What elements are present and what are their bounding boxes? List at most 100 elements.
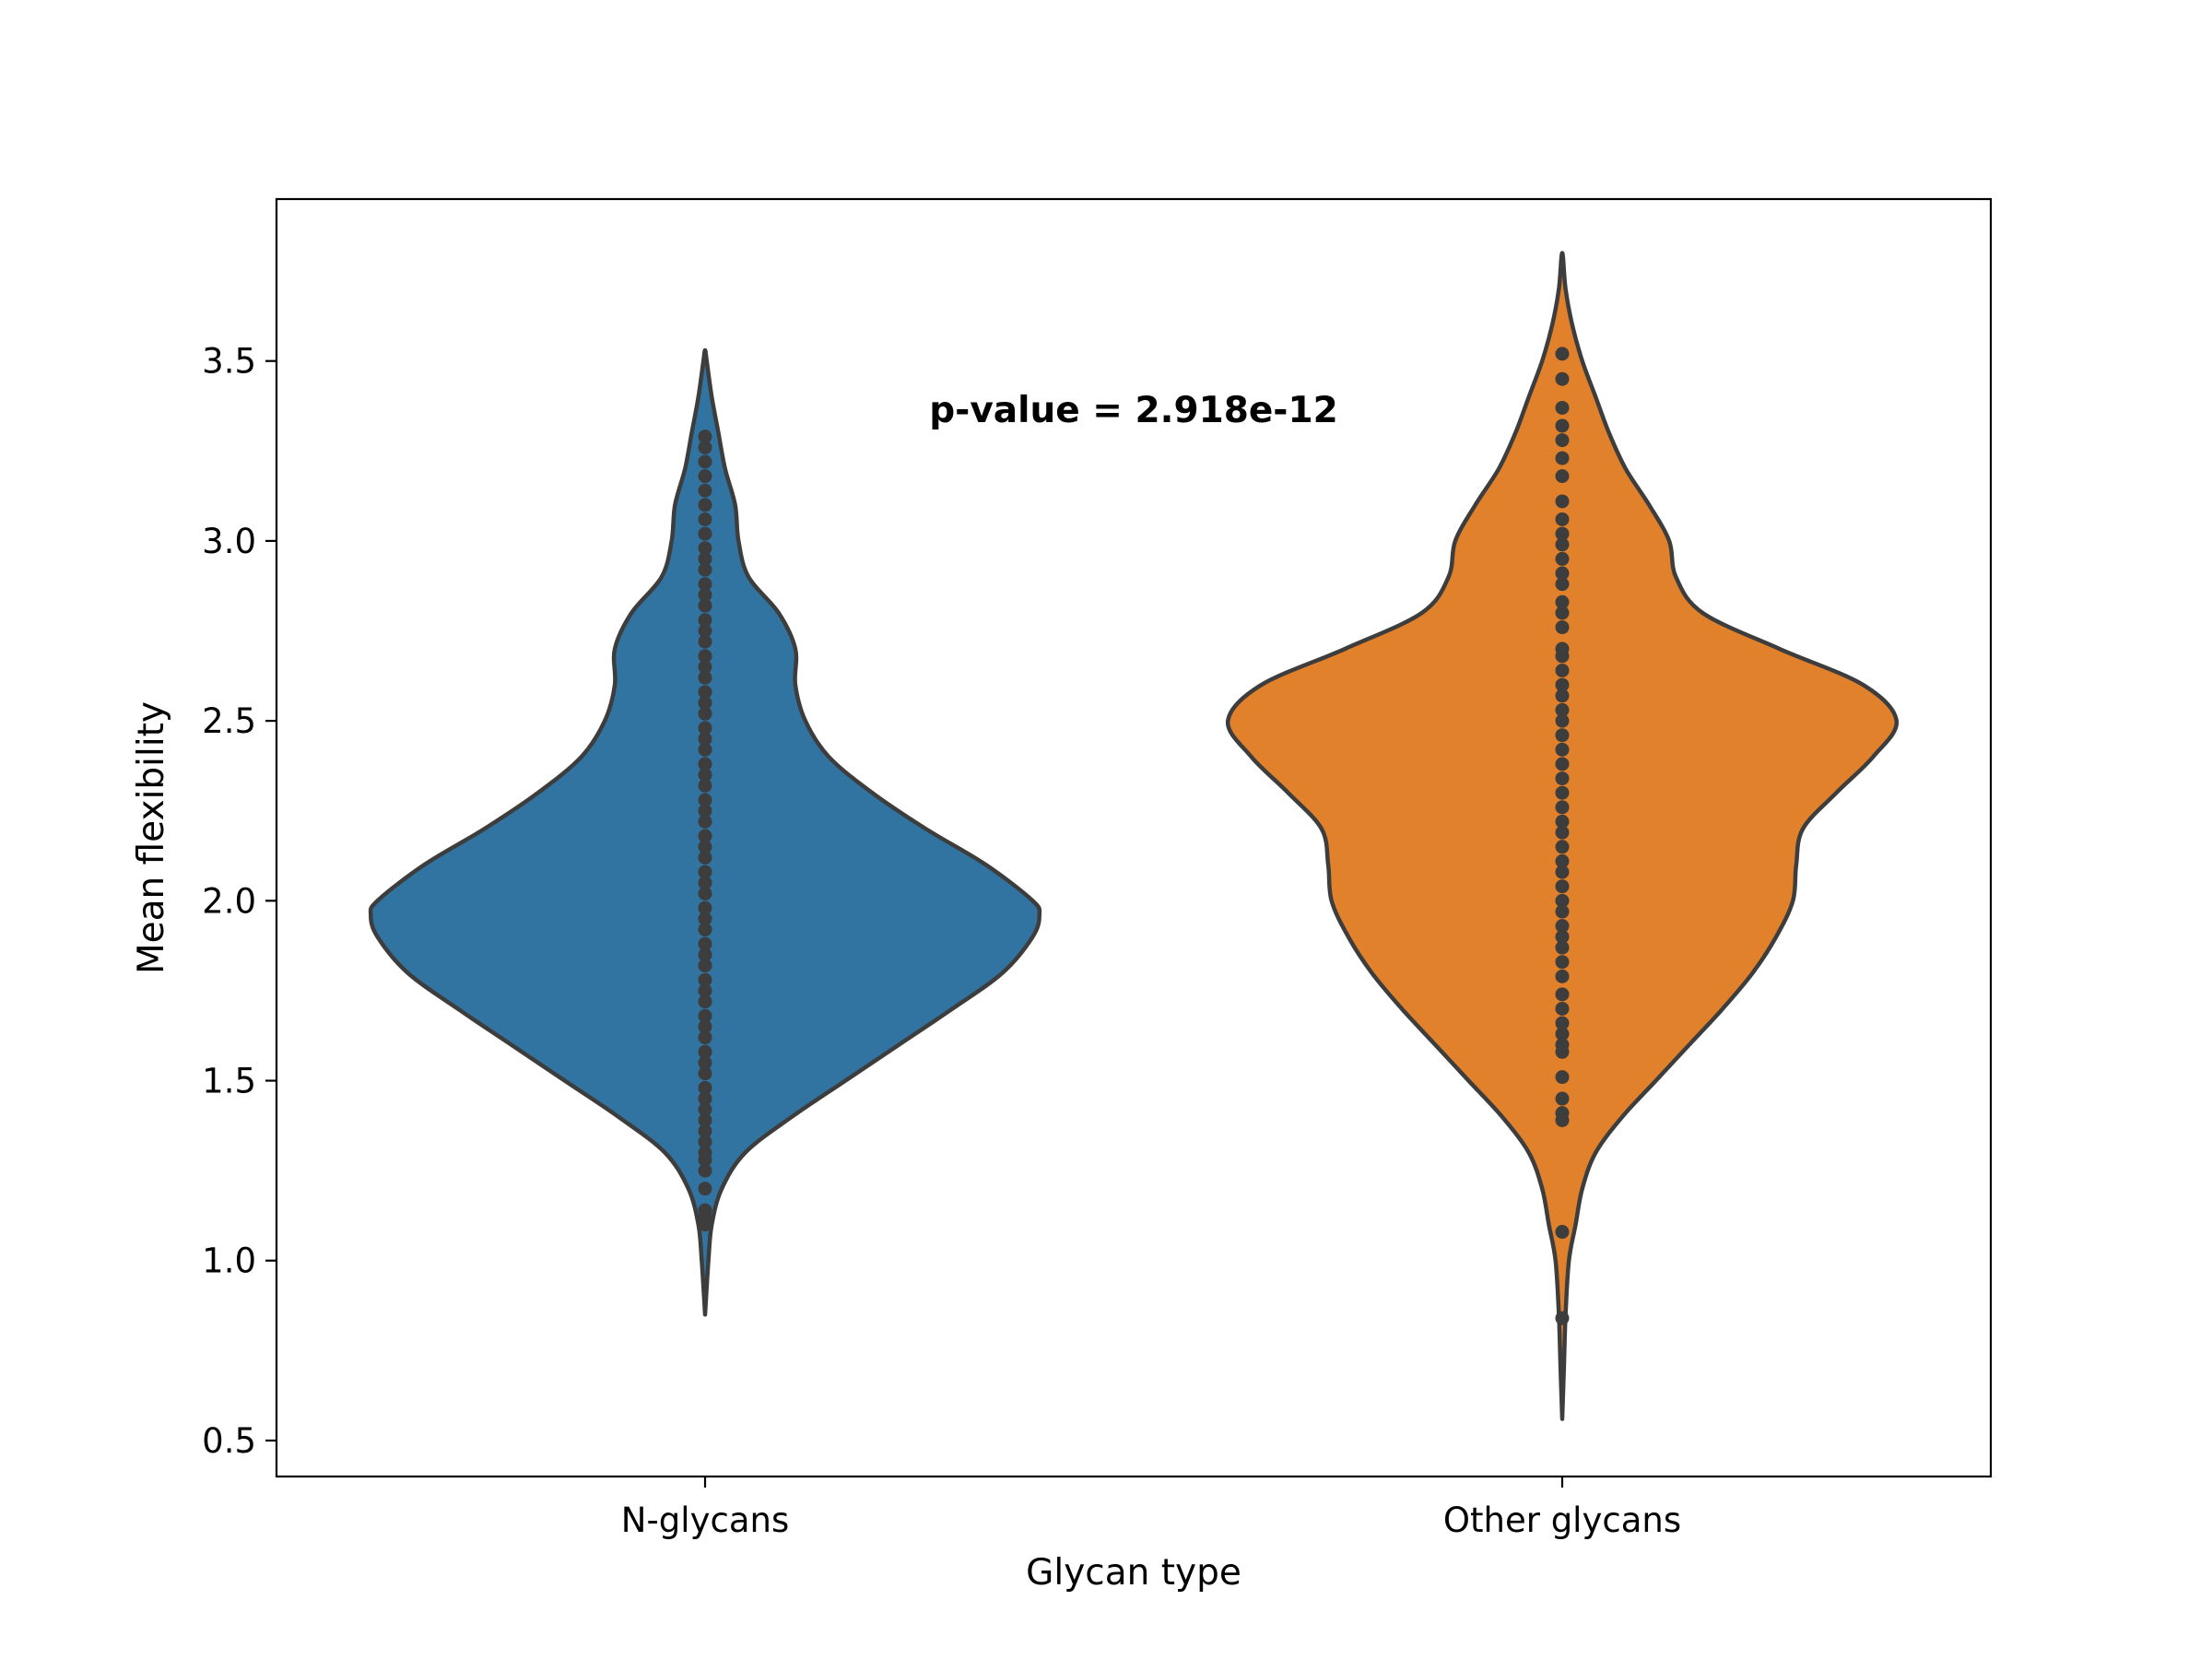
y-tick-label: 2.0 (202, 881, 256, 921)
y-tick-label: 1.5 (202, 1062, 256, 1101)
data-point (1555, 577, 1570, 592)
data-point (698, 804, 712, 818)
x-axis-label: Glycan type (1026, 1552, 1241, 1594)
data-point (1555, 969, 1570, 983)
data-point (1555, 1225, 1570, 1240)
data-point (698, 1044, 712, 1059)
y-tick-label: 3.5 (202, 342, 256, 382)
data-point (698, 483, 712, 498)
inner-points-group (698, 347, 1570, 1325)
data-point (1555, 1027, 1570, 1041)
data-point (1555, 594, 1570, 609)
data-point (1555, 469, 1570, 484)
data-point (698, 1112, 712, 1127)
data-point (698, 696, 712, 711)
data-point (698, 829, 712, 843)
data-point (698, 660, 712, 675)
data-point (698, 706, 712, 721)
data-point (698, 551, 712, 566)
data-point (1555, 400, 1570, 415)
data-point (698, 1008, 712, 1023)
data-point (1555, 955, 1570, 970)
data-point (698, 512, 712, 526)
data-point (698, 721, 712, 735)
data-point (698, 972, 712, 987)
data-point (1555, 1070, 1570, 1085)
data-point (698, 900, 712, 915)
data-point (1555, 929, 1570, 944)
data-point (698, 959, 712, 973)
data-point (698, 469, 712, 484)
x-tick-label: Other glycans (1443, 1500, 1681, 1540)
data-point (698, 587, 712, 602)
data-point (698, 526, 712, 541)
data-point (698, 1124, 712, 1138)
data-point (1555, 919, 1570, 934)
data-point (698, 876, 712, 890)
data-point (698, 613, 712, 628)
data-point (698, 685, 712, 700)
data-point (698, 649, 712, 664)
data-point (1555, 1311, 1570, 1325)
data-point (1555, 785, 1570, 800)
data-point (1555, 1001, 1570, 1016)
y-tick-label: 1.0 (202, 1241, 256, 1281)
data-point (1555, 371, 1570, 386)
data-point (698, 1091, 712, 1106)
y-tick-label: 3.0 (202, 522, 256, 561)
data-point (698, 498, 712, 512)
data-point (698, 1146, 712, 1160)
x-tick-label: N-glycans (621, 1500, 789, 1540)
data-point (1555, 347, 1570, 361)
data-point (698, 840, 712, 854)
data-point (698, 454, 712, 469)
data-point (1555, 713, 1570, 728)
data-point (698, 778, 712, 793)
data-point (1555, 451, 1570, 465)
data-point (698, 865, 712, 879)
y-tick-label: 2.5 (202, 701, 256, 741)
data-point (698, 1203, 712, 1218)
data-point (1555, 840, 1570, 854)
data-point (1555, 418, 1570, 433)
data-point (698, 850, 712, 865)
data-point (1555, 893, 1570, 908)
data-point (1555, 620, 1570, 635)
data-point (1555, 663, 1570, 677)
data-point (1555, 551, 1570, 566)
data-point (698, 742, 712, 757)
data-point (1555, 987, 1570, 1002)
data-point (698, 757, 712, 771)
x-axis-ticks: N-glycans Other glycans (621, 1477, 1681, 1540)
data-point (1555, 606, 1570, 620)
data-point (1555, 1016, 1570, 1030)
data-point (698, 887, 712, 901)
data-point (698, 1080, 712, 1095)
plot-frame (275, 197, 1993, 1478)
data-point (698, 1055, 712, 1070)
data-point (698, 577, 712, 592)
data-point (698, 1135, 712, 1149)
data-point (698, 923, 712, 937)
data-point (1555, 865, 1570, 879)
data-point (698, 732, 712, 747)
data-point (698, 634, 712, 649)
data-point (698, 768, 712, 782)
data-point (1555, 728, 1570, 743)
data-point (1555, 904, 1570, 919)
data-point (698, 793, 712, 807)
data-point (1555, 1037, 1570, 1052)
data-point (1555, 853, 1570, 868)
data-point (698, 624, 712, 639)
data-point (1555, 688, 1570, 703)
data-point (1555, 771, 1570, 786)
data-point (1555, 702, 1570, 717)
data-point (698, 541, 712, 556)
y-tick-label: 0.5 (202, 1421, 256, 1461)
data-point (1555, 1106, 1570, 1121)
data-point (698, 947, 712, 962)
data-point (698, 598, 712, 613)
data-point (698, 814, 712, 829)
data-point (1555, 566, 1570, 581)
